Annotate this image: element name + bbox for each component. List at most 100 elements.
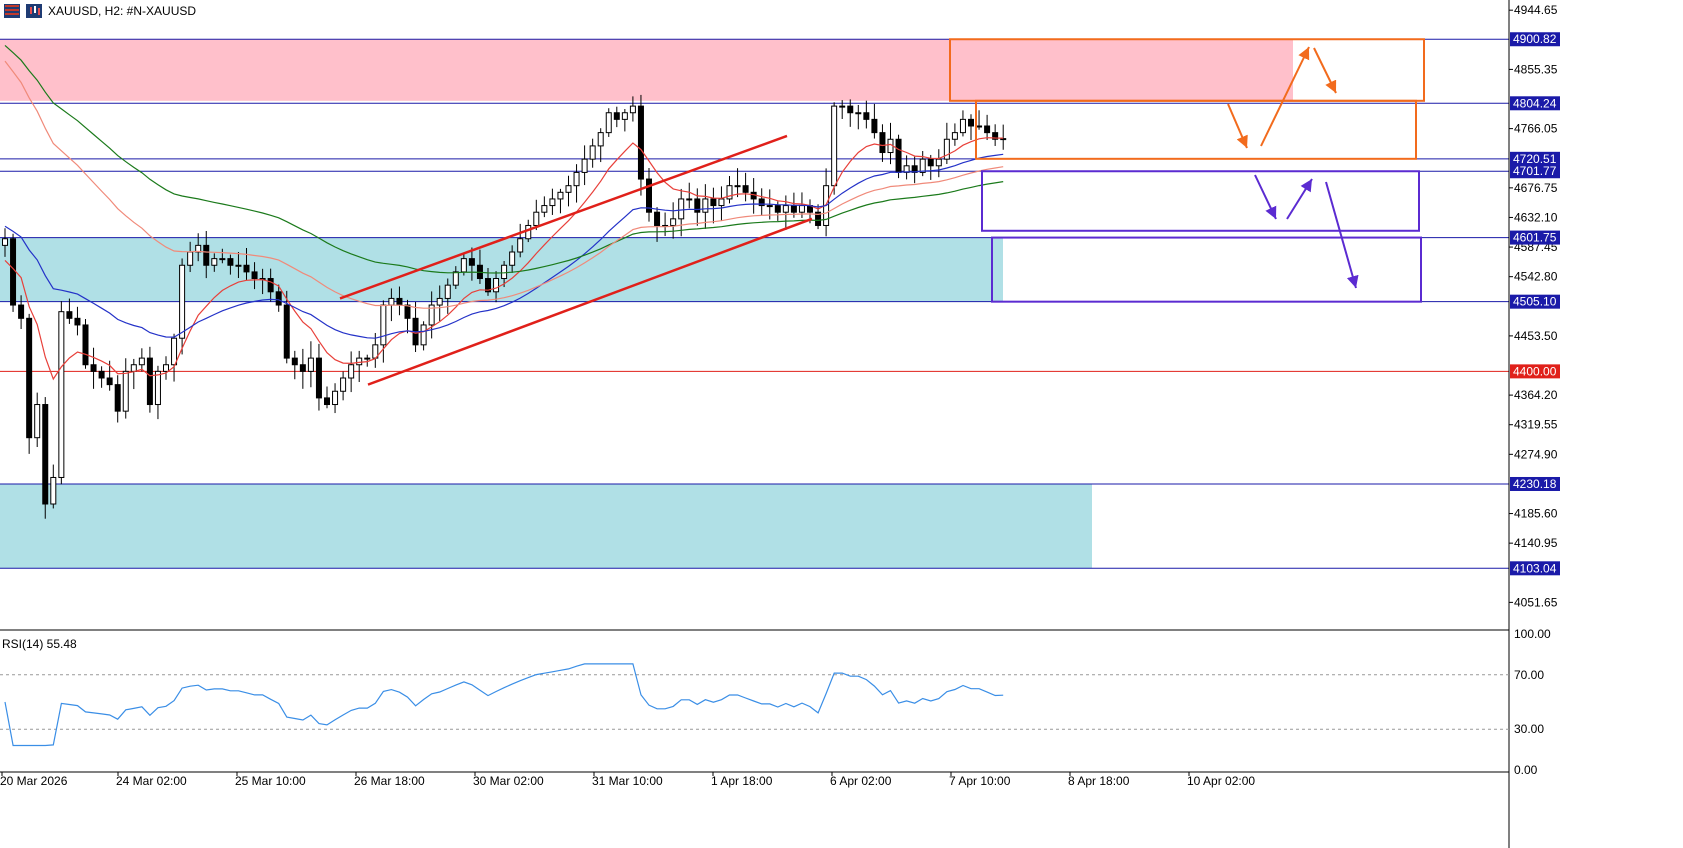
price-tick-label: 4185.60 <box>1514 507 1558 521</box>
bull-candle <box>460 258 467 273</box>
bull-candle <box>670 218 677 226</box>
bear-candle <box>654 211 661 226</box>
bull-candle <box>597 132 604 147</box>
bull-candle <box>951 132 958 140</box>
bull-candle <box>976 125 983 128</box>
bear-candle <box>98 370 105 379</box>
bull-candle <box>332 390 339 406</box>
time-tick-label: 31 Mar 10:00 <box>592 774 663 788</box>
bull-candle <box>959 118 966 134</box>
bear-candle <box>613 112 620 120</box>
rsi-tick-label: 30.00 <box>1514 722 1544 736</box>
bear-candle <box>114 384 121 412</box>
bear-candle <box>790 205 797 213</box>
time-tick-label: 6 Apr 02:00 <box>830 774 892 788</box>
bear-candle <box>82 324 89 366</box>
bull-candle <box>420 324 427 346</box>
bear-candle <box>275 291 282 306</box>
bull-candle <box>348 364 355 379</box>
bull-candle <box>589 145 596 160</box>
time-tick-label: 30 Mar 02:00 <box>473 774 544 788</box>
level-tag-label: 4103.04 <box>1513 561 1557 575</box>
bear-candle <box>315 357 322 399</box>
bull-candle <box>34 404 41 439</box>
price-tick-label: 4766.05 <box>1514 122 1558 136</box>
bear-candle <box>42 404 49 505</box>
bear-candle <box>299 364 306 372</box>
bear-candle <box>871 118 878 134</box>
bear-candle <box>646 178 652 213</box>
channel-upper-line <box>339 134 788 300</box>
bear-candle <box>251 271 258 280</box>
bear-candle <box>895 138 902 173</box>
bull-candle <box>138 357 145 366</box>
price-tick-label: 4676.75 <box>1514 181 1558 195</box>
bull-candle <box>211 258 218 266</box>
bull-candle <box>163 364 169 372</box>
time-tick-label: 24 Mar 02:00 <box>116 774 187 788</box>
ma-mid-line <box>4 153 1004 339</box>
bull-candle <box>340 377 347 392</box>
bull-candle <box>58 311 65 478</box>
time-tick-label: 7 Apr 10:00 <box>949 774 1011 788</box>
level-tag-label: 4804.24 <box>1513 96 1557 110</box>
bear-candle <box>74 317 81 326</box>
bull-candle <box>356 357 363 366</box>
level-tag <box>1510 476 1560 491</box>
bear-candle <box>710 198 717 207</box>
rsi-label: RSI(14) 55.48 <box>2 637 77 651</box>
bull-candle <box>782 205 789 213</box>
bull-candle <box>831 105 838 187</box>
chart-title: XAUUSD, H2: #N-XAUUSD <box>48 4 197 18</box>
bear-candle <box>404 304 411 319</box>
ma-fast-line <box>4 137 1004 381</box>
bull-candle <box>509 251 516 266</box>
level-tag <box>1510 294 1560 309</box>
time-tick-label: 8 Apr 18:00 <box>1068 774 1130 788</box>
bear-candle <box>90 364 97 372</box>
support-box <box>981 170 1420 232</box>
bear-candle <box>879 132 886 154</box>
bear-candle <box>742 185 749 193</box>
bull-candle <box>130 364 137 372</box>
bull-candle <box>307 357 314 372</box>
bull-candle <box>1000 138 1007 141</box>
bear-candle <box>815 211 822 226</box>
bull-candle <box>388 297 395 306</box>
ma-slow-line <box>4 44 1004 274</box>
bull-candle <box>629 105 636 114</box>
time-tick-label: 25 Mar 10:00 <box>235 774 306 788</box>
bull-candle <box>235 264 242 267</box>
level-tag-label: 4601.75 <box>1513 231 1557 245</box>
bear-candle <box>267 278 274 293</box>
bear-candle <box>243 264 250 273</box>
level-tag <box>1510 32 1560 47</box>
bull-candle <box>541 205 548 213</box>
bear-candle <box>468 258 475 266</box>
bear-candle <box>637 105 644 180</box>
level-tag <box>1510 164 1560 179</box>
bull-candle <box>525 224 532 240</box>
bull-candle <box>444 284 451 299</box>
rsi-tick-label: 70.00 <box>1514 668 1544 682</box>
bull-candle <box>798 205 805 213</box>
level-tag-label: 4505.10 <box>1513 295 1557 309</box>
bull-candle <box>2 238 8 246</box>
level-tag-label: 4400.00 <box>1513 364 1557 378</box>
bear-candle <box>984 125 991 134</box>
chart-type-icon <box>26 4 42 18</box>
ma-long-line <box>4 60 1004 309</box>
bull-candle <box>573 171 580 187</box>
bull-candle <box>718 198 725 207</box>
bear-candle <box>992 132 999 140</box>
bull-candle <box>533 211 540 226</box>
bull-candle <box>364 357 371 360</box>
bull-candle <box>428 304 435 326</box>
rsi-line <box>4 663 1004 747</box>
scenario-arrow <box>1254 174 1277 220</box>
bear-candle <box>927 158 934 167</box>
bull-candle <box>943 138 950 160</box>
bull-candle <box>702 198 709 213</box>
symbol-flag-icon <box>4 4 20 18</box>
